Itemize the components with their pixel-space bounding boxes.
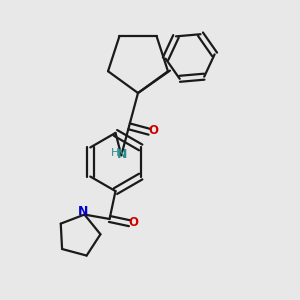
Text: H: H xyxy=(110,148,119,158)
Text: O: O xyxy=(128,216,138,229)
Text: N: N xyxy=(78,205,88,218)
Text: O: O xyxy=(148,124,158,137)
Text: N: N xyxy=(117,148,128,161)
